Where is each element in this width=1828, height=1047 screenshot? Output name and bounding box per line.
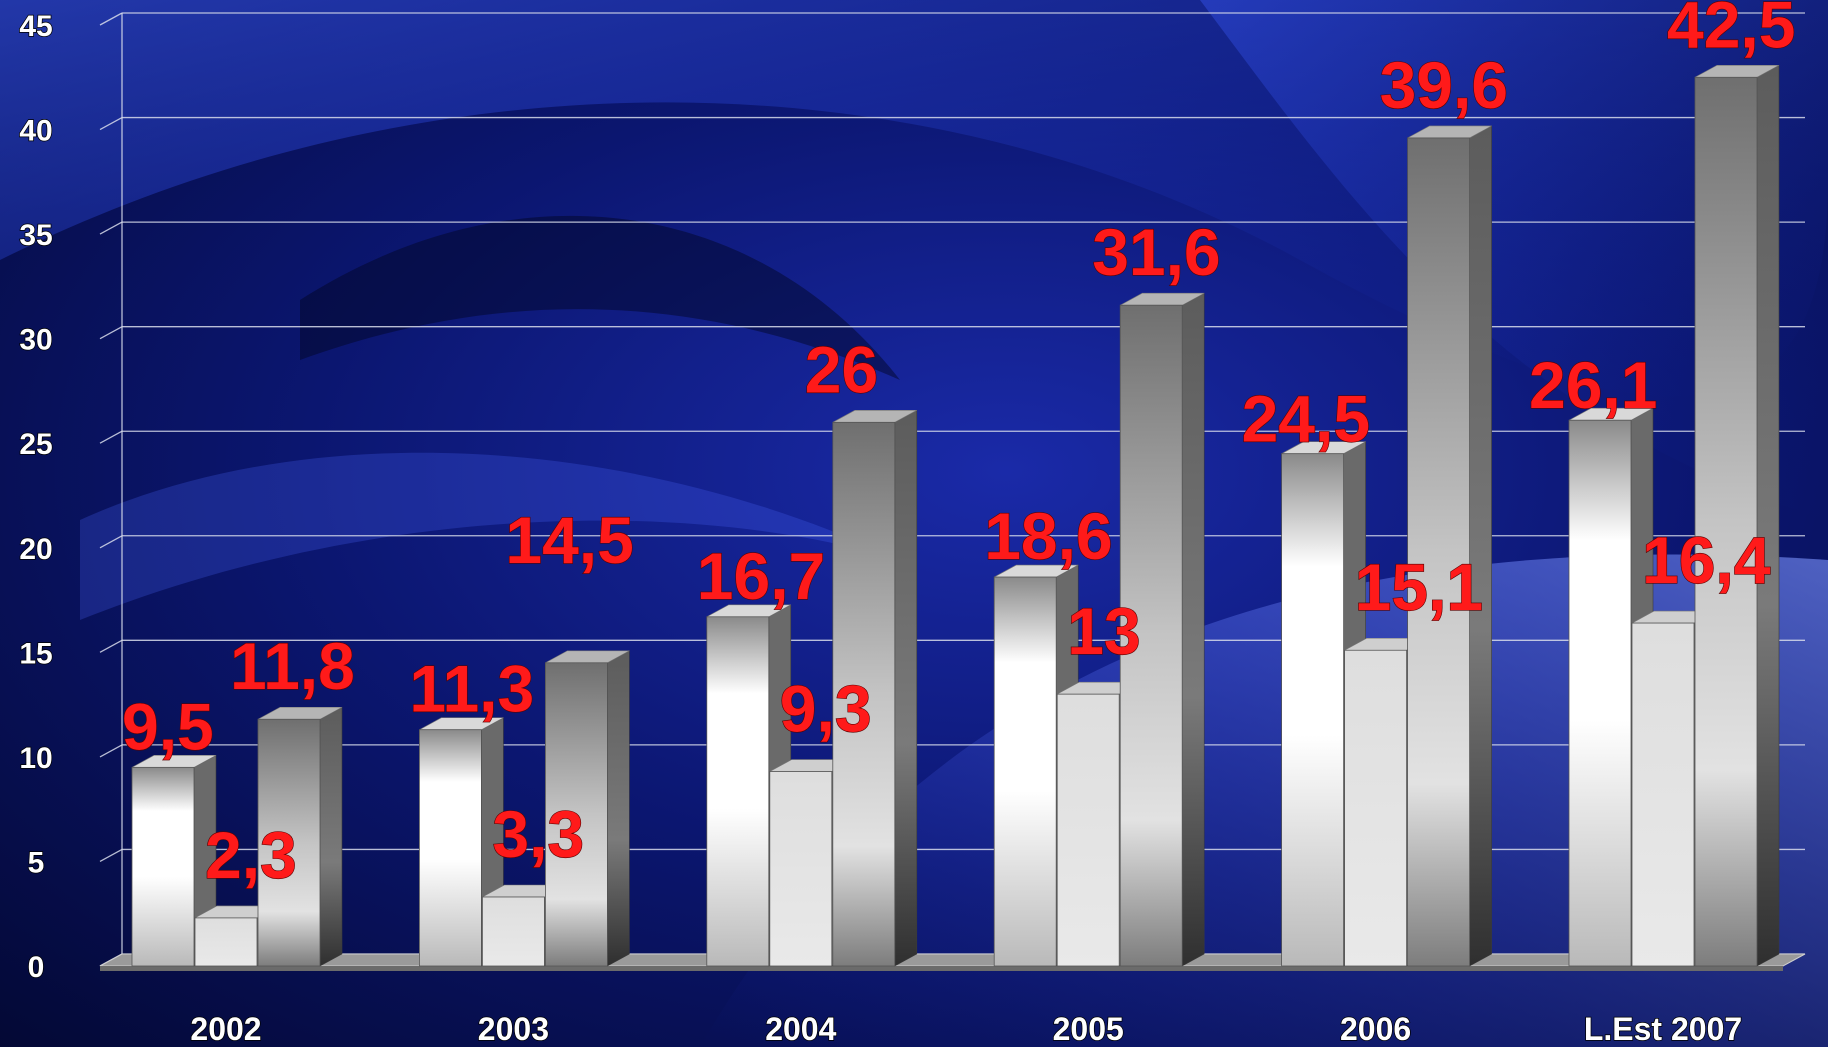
bar-front [481, 896, 545, 967]
bar-3-4 [1119, 292, 1205, 967]
data-label: 14,5 [505, 503, 633, 577]
data-label: 9,5 [122, 689, 214, 763]
bar-front [194, 917, 258, 967]
x-tick-label: 2003 [478, 1011, 549, 1047]
x-tick-label: 2002 [190, 1011, 261, 1047]
data-labels: 9,5 11,3 16,7 18,6 24,5 26,1 2,3 3,3 9,3 13 15,1 16… [121, 0, 1796, 893]
chart-floor [99, 953, 1806, 971]
data-label: 18,6 [984, 499, 1112, 573]
bar-front [993, 576, 1057, 967]
gridline-diagonal [99, 744, 123, 758]
bar-1-5 [1281, 441, 1366, 967]
gridline-diagonal [99, 535, 123, 549]
x-tick-label: 2006 [1340, 1011, 1411, 1047]
bar-front [769, 771, 833, 967]
floor-edge [100, 966, 1783, 971]
bar-front [1407, 137, 1470, 967]
bar-side [319, 706, 343, 967]
y-tick-label: 20 [19, 533, 52, 566]
data-label: 2,3 [205, 818, 297, 892]
y-tick-label: 0 [28, 951, 45, 984]
data-label: 16,7 [697, 539, 825, 613]
floor-surface [99, 953, 1806, 967]
bar-side [894, 409, 918, 967]
y-tick-label: 10 [19, 742, 52, 775]
data-label: 42,5 [1667, 0, 1795, 61]
bar-front [1631, 622, 1695, 967]
y-tick-label: 45 [19, 10, 52, 43]
bar-side [607, 650, 630, 967]
data-label: 15,1 [1355, 550, 1483, 624]
bar-front [1694, 76, 1758, 967]
data-label: 11,8 [230, 629, 355, 703]
bar-front [418, 729, 482, 967]
data-label: 26,1 [1529, 348, 1657, 422]
bar-front [706, 616, 770, 967]
bar-3-1 [257, 706, 343, 967]
data-label: 39,6 [1380, 48, 1508, 122]
bar-front [1056, 693, 1120, 967]
data-label: 24,5 [1242, 382, 1370, 456]
bars [131, 64, 1780, 967]
data-label: 26 [805, 332, 878, 406]
x-tick-label: L.Est 2007 [1584, 1011, 1742, 1047]
bar-front [1568, 419, 1632, 967]
bar-side [1756, 64, 1780, 967]
bar-front [1281, 453, 1344, 967]
bar-3-5 [1407, 125, 1492, 967]
bar-3-2 [545, 650, 630, 967]
gridlines [99, 12, 1805, 967]
gridline-diagonal [99, 639, 123, 653]
bar-front [1344, 649, 1407, 967]
bar-front [1119, 304, 1183, 967]
data-label: 16,4 [1642, 523, 1771, 597]
data-label: 13 [1067, 594, 1140, 668]
gridline-diagonal [99, 326, 123, 340]
data-label: 9,3 [780, 672, 872, 746]
x-tick-label: 2004 [765, 1011, 836, 1047]
bar-front [545, 662, 608, 967]
y-tick-label: 5 [28, 846, 45, 879]
gridline-diagonal [99, 848, 123, 863]
bar-3-3 [832, 409, 918, 967]
y-tick-label: 25 [19, 428, 52, 461]
bar-side [1469, 125, 1492, 967]
y-tick-label: 30 [19, 324, 52, 357]
bar-1-1 [131, 754, 217, 967]
x-axis-ticks: 2002 2003 2004 2005 2006 L.Est 2007 [190, 1010, 1743, 1047]
bar-3-6 [1694, 64, 1780, 967]
bar-side [1181, 292, 1205, 967]
bar-front [257, 718, 321, 967]
bar-front [832, 421, 896, 967]
gridline-diagonal [99, 430, 123, 444]
y-tick-label: 35 [19, 219, 52, 252]
y-tick-label: 15 [19, 637, 52, 670]
y-axis-ticks: 0 5 10 15 20 25 30 35 40 45 [19, 9, 54, 985]
data-label: 11,3 [409, 652, 534, 726]
y-tick-label: 40 [19, 115, 52, 148]
gridline-diagonal [99, 12, 123, 26]
x-tick-label: 2005 [1053, 1011, 1124, 1047]
gridline-diagonal [99, 221, 123, 235]
gridline-diagonal [99, 116, 123, 131]
data-label: 3,3 [492, 797, 584, 871]
bar-front [131, 766, 195, 967]
data-label: 31,6 [1092, 215, 1220, 289]
